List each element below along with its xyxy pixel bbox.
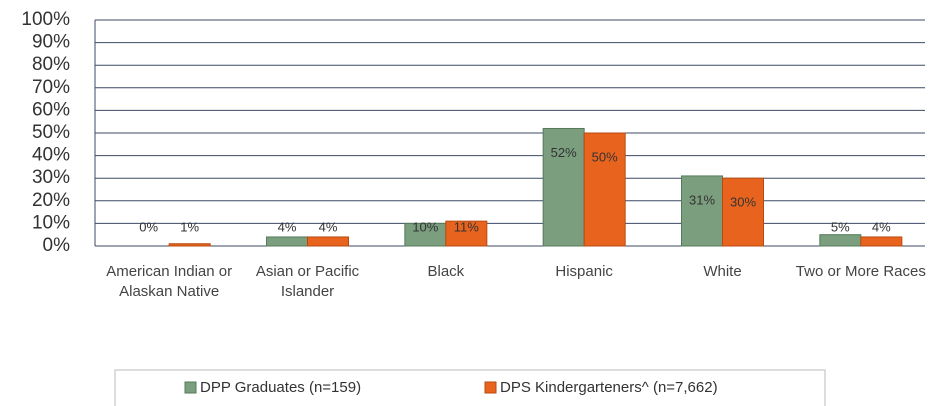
data-label: 52% [551,145,577,160]
y-tick-label: 40% [32,145,70,166]
data-label: 1% [180,219,199,234]
x-tick-label: Two or More Races [795,263,926,280]
y-tick-label: 30% [32,167,70,188]
data-label: 4% [278,219,297,234]
data-label: 11% [454,219,479,234]
bar [266,236,308,247]
y-tick-label: 100% [21,9,70,30]
y-tick-label: 50% [32,122,70,143]
bar [681,175,723,247]
x-tick-label: American Indian or Alaskan Native [106,263,233,300]
y-tick-label: 70% [32,77,70,98]
bar [860,236,903,247]
y-tick-label: 0% [43,235,71,256]
y-tick-label: 10% [32,212,70,233]
legend-box [114,369,826,406]
legend-swatch [184,381,197,394]
bar [722,177,764,247]
y-tick-label: 60% [32,99,70,120]
data-label: 4% [319,219,338,234]
bar [168,243,211,247]
data-label: 50% [592,149,618,164]
bar [819,234,862,247]
data-label: 31% [689,192,715,207]
bar [445,220,488,247]
x-tick-label: White [703,263,742,280]
legend-swatch [484,381,497,394]
bar [583,132,626,247]
data-label: 10% [412,219,438,234]
data-label: 0% [139,219,158,234]
legend-label: DPS Kindergarteners^ (n=7,662) [500,379,718,396]
data-label: 30% [730,195,756,210]
data-label: 4% [872,219,891,234]
x-tick-label: Asian or Pacific Islander [255,263,360,300]
data-label: 5% [831,219,850,234]
bar [307,236,349,247]
legend-label: DPP Graduates (n=159) [200,379,361,396]
x-tick-label: Hispanic [555,263,613,280]
y-tick-label: 80% [32,54,70,75]
y-tick-label: 20% [32,190,70,211]
x-tick-label: Black [427,263,465,280]
y-tick-label: 90% [32,32,70,53]
